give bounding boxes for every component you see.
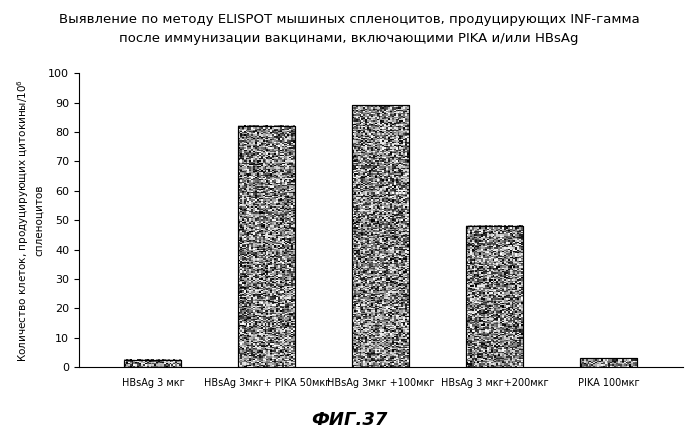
Bar: [124, 360, 181, 367]
Bar: [124, 360, 181, 367]
Bar: [466, 226, 524, 367]
Y-axis label: Количество клеток, продуцирующих цитокины/10$^{6}$
спленоцитов: Количество клеток, продуцирующих цитокин…: [15, 79, 44, 362]
Bar: [352, 106, 410, 367]
Bar: [466, 226, 524, 367]
Text: ФИГ.37: ФИГ.37: [311, 410, 387, 429]
Text: после иммунизации вакцинами, включающими PIKA и/или HBsAg: после иммунизации вакцинами, включающими…: [119, 32, 579, 45]
Bar: [581, 359, 637, 367]
Text: Выявление по методу ELISPOT мышиных спленоцитов, продуцирующих INF-гамма: Выявление по методу ELISPOT мышиных спле…: [59, 13, 639, 26]
Bar: [581, 359, 637, 367]
Bar: [352, 106, 410, 367]
Bar: [239, 126, 295, 367]
Bar: [239, 126, 295, 367]
